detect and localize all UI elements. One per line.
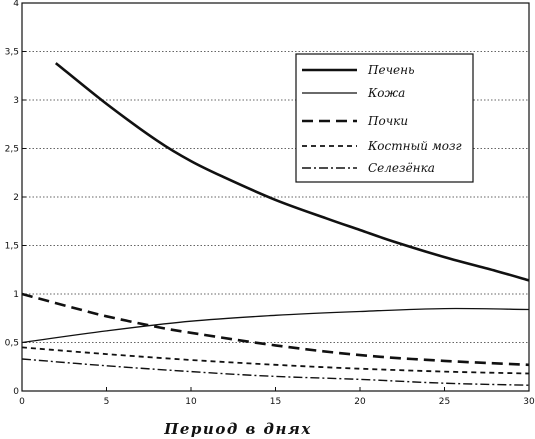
x-tick-label: 30: [523, 397, 535, 407]
x-tick-label: 10: [185, 397, 197, 407]
series-lines: [21, 62, 530, 386]
gridlines: [22, 51, 529, 343]
y-tick-label: 1: [13, 290, 19, 300]
series-line-1: [21, 307, 530, 344]
legend: Печень Кожа Почки Костный мозг Селезёнка: [295, 53, 474, 183]
x-tick-label: 0: [19, 397, 25, 407]
x-axis-label: Период в днях: [163, 420, 312, 438]
legend-label-1: Кожа: [367, 86, 405, 100]
series-line-3: [21, 346, 530, 375]
y-tick-label: 1,5: [5, 242, 19, 252]
y-tick-label: 0: [13, 387, 19, 397]
y-tick-label: 2,5: [5, 145, 19, 155]
y-tick-label: 3,5: [5, 48, 19, 58]
series-line-0: [54, 62, 530, 282]
series-line-4: [21, 358, 530, 386]
x-tick-label: 15: [270, 397, 281, 407]
legend-box: [295, 53, 474, 183]
legend-label-0: Печень: [367, 63, 415, 77]
x-tick-label: 20: [354, 397, 366, 407]
x-tick-label: 25: [439, 397, 450, 407]
y-tick-label: 0,5: [5, 339, 19, 349]
legend-label-2: Почки: [367, 114, 408, 128]
y-axis-ticks: 0 0,5 1 1,5 2 2,5 3 3,5 4: [5, 0, 26, 397]
y-tick-label: 3: [13, 96, 19, 106]
x-tick-label: 5: [104, 397, 110, 407]
legend-label-4: Селезёнка: [368, 161, 435, 175]
legend-label-3: Костный мозг: [367, 139, 462, 153]
y-tick-label: 4: [13, 0, 19, 9]
y-tick-label: 2: [13, 193, 19, 203]
x-axis-ticks: 0 5 10 15 20 25 30: [19, 387, 535, 407]
series-line-2: [21, 292, 530, 367]
